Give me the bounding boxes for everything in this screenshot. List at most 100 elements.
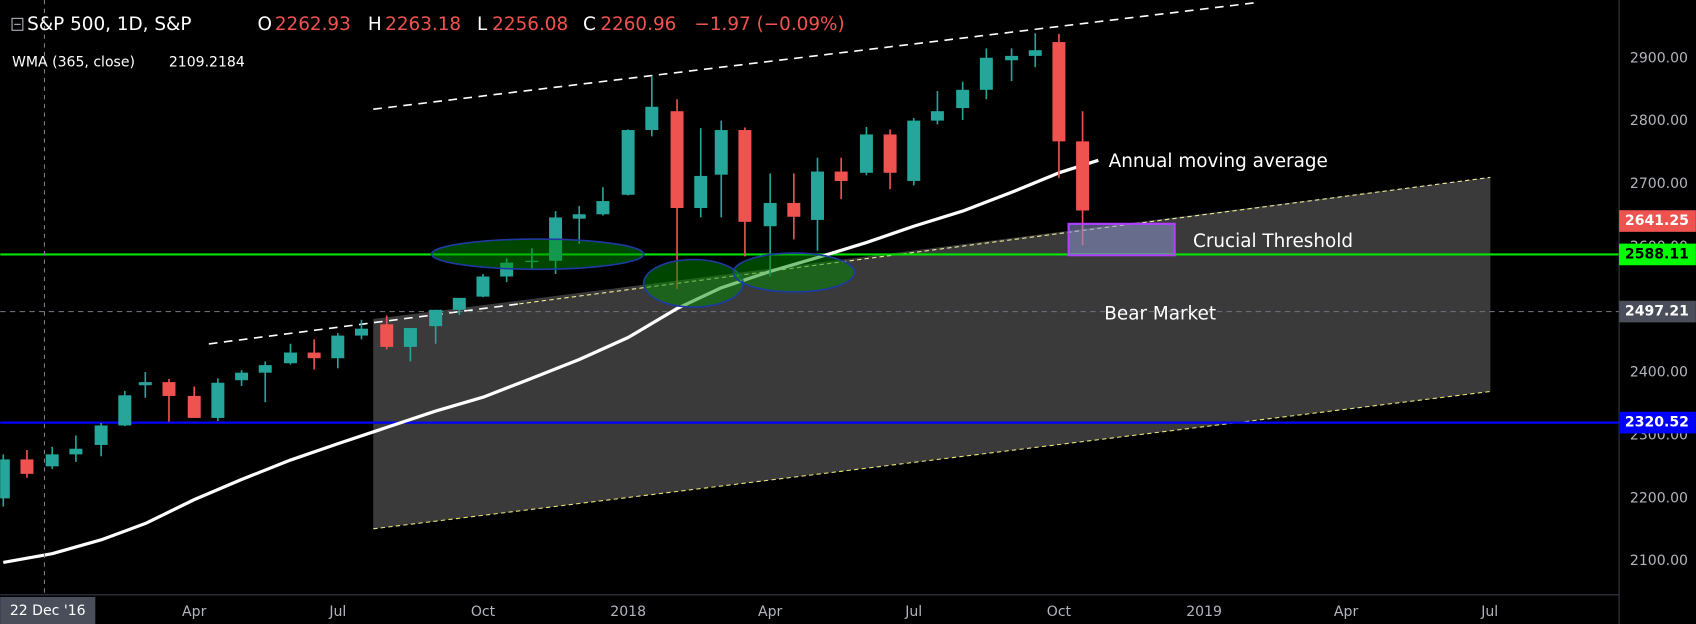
legend: S&P 500, 1D, S&P O 2262.93 H 2263.18 L 2… xyxy=(11,14,845,71)
candle-body xyxy=(354,328,368,336)
candle-body xyxy=(1052,42,1066,142)
candle-body xyxy=(763,202,777,227)
candle-body xyxy=(258,365,272,373)
indicator-name: WMA (365, close) xyxy=(12,55,135,71)
price-tag-label: 2320.52 xyxy=(1625,415,1689,431)
y-tick-label: 2700.00 xyxy=(1630,176,1688,192)
x-tick-label: Oct xyxy=(471,604,496,620)
candle-body xyxy=(380,324,394,347)
symbol-title: S&P 500, 1D, S&P xyxy=(27,14,191,35)
candle-body xyxy=(94,425,108,445)
x-tick-label: Apr xyxy=(182,604,207,620)
candle-body xyxy=(670,111,684,208)
candle-body xyxy=(834,171,848,181)
price-tag xyxy=(1619,243,1696,266)
candle-body xyxy=(211,382,225,418)
indicator-value: 2109.2184 xyxy=(169,55,245,71)
candle-body xyxy=(20,459,34,474)
threshold-box xyxy=(1067,222,1176,257)
candle-body xyxy=(956,89,970,109)
candle-body xyxy=(403,328,417,347)
ohlc-value: 2260.96 xyxy=(600,14,676,35)
y-tick-label: 2100.00 xyxy=(1630,553,1688,569)
x-tick-label: 2019 xyxy=(1186,604,1222,620)
candle-body xyxy=(476,276,490,297)
highlight-ellipse xyxy=(732,252,856,293)
price-tag-label: 2497.21 xyxy=(1625,304,1689,320)
candle-body xyxy=(621,130,635,195)
candle-body xyxy=(1005,55,1019,61)
candle-body xyxy=(883,134,897,173)
y-tick-label: 2400.00 xyxy=(1630,365,1688,381)
ohlc-label: C xyxy=(583,14,596,35)
candle-body xyxy=(738,130,752,222)
candle-body xyxy=(811,171,824,220)
channel-bottom xyxy=(373,390,1491,530)
ohlc-value: 2262.93 xyxy=(275,14,351,35)
candle-body xyxy=(187,395,201,418)
candle-body xyxy=(162,382,176,396)
highlights xyxy=(43,0,1176,595)
candle-body xyxy=(138,382,152,386)
candle-body xyxy=(429,309,443,327)
crosshair-tag xyxy=(0,596,96,624)
ohlc-label: H xyxy=(368,14,382,35)
price-tag-label: 2588.11 xyxy=(1625,246,1689,262)
candle-body xyxy=(907,120,921,181)
y-tick-label: 2900.00 xyxy=(1630,50,1688,66)
candle-body xyxy=(859,134,873,173)
candle-body xyxy=(645,106,659,131)
candle-body xyxy=(694,175,708,208)
candle-body xyxy=(307,352,321,359)
x-tick-label: Apr xyxy=(1334,604,1359,620)
annotation: Crucial Threshold xyxy=(1193,231,1353,252)
y-tick-label: 2800.00 xyxy=(1630,113,1688,129)
trendline-upper xyxy=(373,1,1261,111)
candle-body xyxy=(331,335,345,359)
crosshair-label: 22 Dec '16 xyxy=(10,603,86,619)
candle-body xyxy=(787,202,801,217)
price-tag xyxy=(1619,210,1696,232)
candle-body xyxy=(0,459,10,499)
highlight-ellipse xyxy=(430,238,645,271)
moving-average xyxy=(2,158,1099,565)
change: −1.97 (−0.09%) xyxy=(694,14,844,35)
bear-market-zone xyxy=(373,177,1491,529)
candle-body xyxy=(714,130,728,175)
annotation: Bear Market xyxy=(1104,304,1216,325)
ohlc-value: 2256.08 xyxy=(492,14,568,35)
ohlc-label: L xyxy=(477,14,488,35)
x-tick-label: Jul xyxy=(328,604,346,620)
candle-body xyxy=(596,201,610,215)
x-tick-label: Jul xyxy=(904,604,922,620)
candle-body xyxy=(283,352,297,364)
x-tick-label: Oct xyxy=(1047,604,1072,620)
price-tag xyxy=(1619,300,1696,323)
candle-body xyxy=(930,111,944,121)
x-tick-label: Apr xyxy=(758,604,783,620)
price-tag-label: 2641.25 xyxy=(1625,213,1689,229)
ohlc-value: 2263.18 xyxy=(385,14,461,35)
y-tick-label: 2200.00 xyxy=(1630,490,1688,506)
x-tick-label: 2018 xyxy=(610,604,646,620)
axes: 2100.002200.002300.002400.002500.002600.… xyxy=(182,50,1696,620)
x-tick-label: Jul xyxy=(1480,604,1498,620)
candle-body xyxy=(572,214,586,219)
annotation: Annual moving average xyxy=(1109,151,1328,172)
candle-body xyxy=(1028,50,1042,56)
candle-body xyxy=(235,372,249,381)
candle-body xyxy=(69,448,83,455)
trendline-lower xyxy=(208,303,520,345)
candle-body xyxy=(118,395,132,426)
collapse-icon[interactable] xyxy=(11,17,24,31)
price-tag xyxy=(1619,411,1696,434)
candle-body xyxy=(1076,141,1090,211)
highlight-ellipse xyxy=(642,258,744,308)
ohlc-label: O xyxy=(258,14,272,35)
candle-body xyxy=(45,454,59,467)
candle-body xyxy=(452,297,466,310)
candle-body xyxy=(979,57,993,90)
price-marks xyxy=(0,33,1099,565)
